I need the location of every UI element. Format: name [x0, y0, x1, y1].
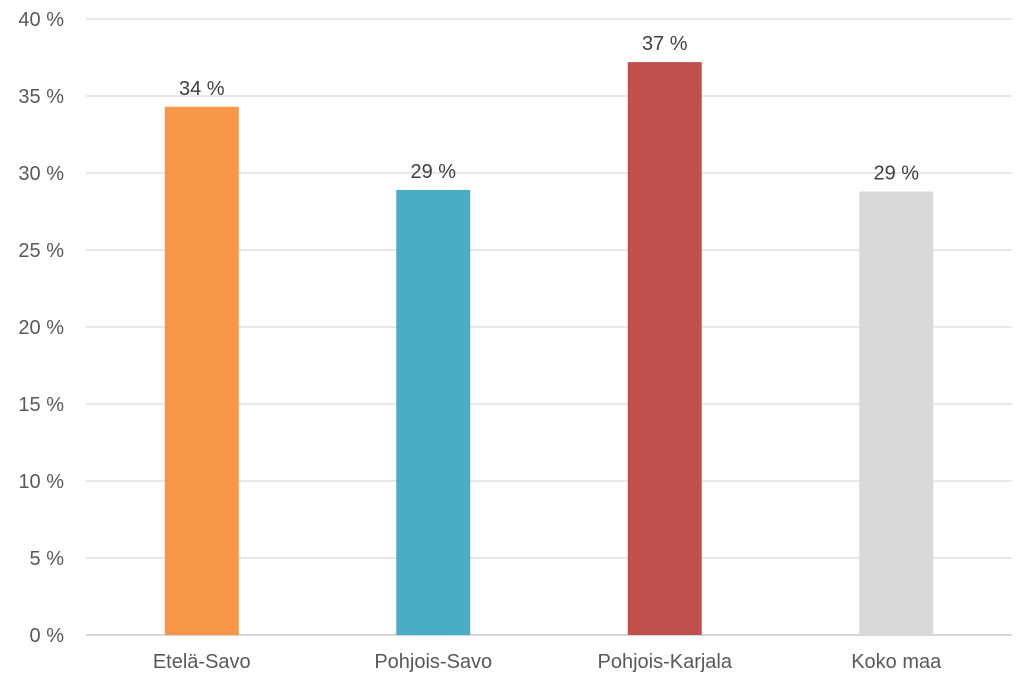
data-label: 29 %: [873, 162, 919, 184]
y-tick-label: 0 %: [30, 625, 65, 647]
x-category-label: Pohjois-Savo: [374, 651, 492, 673]
y-tick-label: 40 %: [18, 9, 64, 31]
bar: [396, 189, 471, 635]
y-tick-label: 30 %: [18, 163, 64, 185]
data-label: 34 %: [179, 78, 225, 100]
y-tick-label: 15 %: [18, 394, 64, 416]
data-label: 29 %: [410, 161, 456, 183]
y-tick-label: 5 %: [30, 548, 65, 570]
y-tick-label: 35 %: [18, 86, 64, 108]
gridlines: [86, 18, 1012, 636]
y-tick-label: 20 %: [18, 317, 64, 339]
bar: [859, 191, 934, 636]
y-axis-ticks: 0 % 5 % 10 % 15 % 20 % 25 % 30 % 35 % 40 %: [18, 9, 64, 647]
data-label: 37 %: [642, 33, 688, 55]
x-category-label: Etelä-Savo: [153, 651, 251, 673]
y-tick-label: 25 %: [18, 240, 64, 262]
bar: [627, 62, 702, 636]
y-tick-label: 10 %: [18, 471, 64, 493]
bar: [164, 106, 239, 635]
bars: [164, 62, 934, 636]
x-axis-categories: Etelä-Savo Pohjois-Savo Pohjois-Karjala Kok…: [153, 651, 942, 673]
x-category-label: Koko maa: [851, 651, 942, 673]
data-labels: 34 % 29 % 37 % 29 %: [179, 33, 919, 184]
x-category-label: Pohjois-Karjala: [597, 651, 732, 673]
